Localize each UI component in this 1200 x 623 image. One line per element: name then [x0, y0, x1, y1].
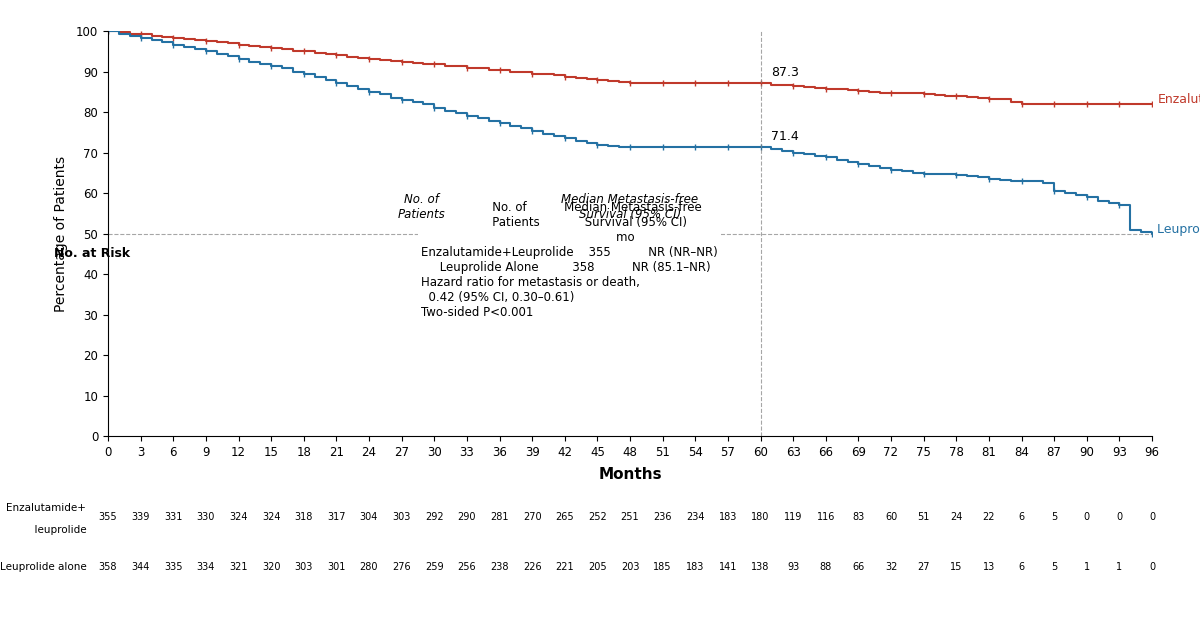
Text: 141: 141 [719, 562, 737, 572]
Text: 339: 339 [132, 511, 150, 521]
Text: Leuprolide alone: Leuprolide alone [1158, 223, 1200, 236]
Text: No. of          Median Metastasis-free
                   Patients            Su: No. of Median Metastasis-free Patients S… [421, 201, 718, 319]
Text: No. at Risk: No. at Risk [54, 247, 130, 260]
Text: 116: 116 [816, 511, 835, 521]
Text: Median Metastasis-free
Survival (95% CI): Median Metastasis-free Survival (95% CI) [562, 193, 698, 221]
Text: 358: 358 [98, 562, 118, 572]
Text: 1: 1 [1116, 562, 1122, 572]
Text: 6: 6 [1019, 562, 1025, 572]
Text: 290: 290 [457, 511, 476, 521]
Text: 5: 5 [1051, 511, 1057, 521]
Text: 276: 276 [392, 562, 410, 572]
Text: leuprolide: leuprolide [28, 525, 86, 535]
Text: 331: 331 [164, 511, 182, 521]
Text: 238: 238 [491, 562, 509, 572]
Text: 183: 183 [719, 511, 737, 521]
Text: 88: 88 [820, 562, 832, 572]
Text: 51: 51 [918, 511, 930, 521]
Text: 318: 318 [294, 511, 313, 521]
Text: 321: 321 [229, 562, 247, 572]
Text: 205: 205 [588, 562, 607, 572]
Text: 251: 251 [620, 511, 640, 521]
Text: 183: 183 [686, 562, 704, 572]
Text: Enzalutamide+leuprolide: Enzalutamide+leuprolide [1158, 93, 1200, 107]
Text: 355: 355 [98, 511, 118, 521]
Text: 32: 32 [884, 562, 898, 572]
Text: 0: 0 [1148, 562, 1156, 572]
X-axis label: Months: Months [598, 467, 662, 482]
Text: 292: 292 [425, 511, 444, 521]
Text: 27: 27 [917, 562, 930, 572]
Text: 324: 324 [229, 511, 247, 521]
Text: 324: 324 [262, 511, 281, 521]
Text: 0: 0 [1116, 511, 1122, 521]
Text: 303: 303 [294, 562, 313, 572]
Text: 0: 0 [1148, 511, 1156, 521]
Text: 226: 226 [523, 562, 541, 572]
Text: 6: 6 [1019, 511, 1025, 521]
Text: 24: 24 [950, 511, 962, 521]
Text: 301: 301 [328, 562, 346, 572]
Text: 252: 252 [588, 511, 607, 521]
Text: 270: 270 [523, 511, 541, 521]
Text: 83: 83 [852, 511, 864, 521]
Text: 304: 304 [360, 511, 378, 521]
Text: Leuprolide alone: Leuprolide alone [0, 562, 86, 572]
Text: 330: 330 [197, 511, 215, 521]
Text: 317: 317 [328, 511, 346, 521]
Text: 265: 265 [556, 511, 574, 521]
Text: 138: 138 [751, 562, 769, 572]
Text: 280: 280 [360, 562, 378, 572]
Text: 5: 5 [1051, 562, 1057, 572]
Text: 303: 303 [392, 511, 410, 521]
Text: 66: 66 [852, 562, 864, 572]
Text: 15: 15 [950, 562, 962, 572]
Text: 236: 236 [653, 511, 672, 521]
Text: 0: 0 [1084, 511, 1090, 521]
Text: 256: 256 [457, 562, 476, 572]
Text: 234: 234 [686, 511, 704, 521]
Text: 119: 119 [784, 511, 803, 521]
Text: 259: 259 [425, 562, 444, 572]
Y-axis label: Percentage of Patients: Percentage of Patients [54, 156, 67, 312]
Text: 1: 1 [1084, 562, 1090, 572]
Text: 335: 335 [164, 562, 182, 572]
Text: 334: 334 [197, 562, 215, 572]
Text: 344: 344 [132, 562, 150, 572]
Text: 60: 60 [884, 511, 898, 521]
Text: 71.4: 71.4 [772, 130, 799, 143]
Text: 221: 221 [556, 562, 574, 572]
Text: 87.3: 87.3 [772, 65, 799, 78]
Text: 13: 13 [983, 562, 995, 572]
Text: 180: 180 [751, 511, 769, 521]
Text: 203: 203 [620, 562, 640, 572]
Text: No. of
Patients: No. of Patients [397, 193, 445, 221]
Text: 93: 93 [787, 562, 799, 572]
Text: 22: 22 [983, 511, 995, 521]
Text: 281: 281 [491, 511, 509, 521]
Text: Enzalutamide+: Enzalutamide+ [6, 503, 86, 513]
Text: 185: 185 [653, 562, 672, 572]
Text: 320: 320 [262, 562, 281, 572]
